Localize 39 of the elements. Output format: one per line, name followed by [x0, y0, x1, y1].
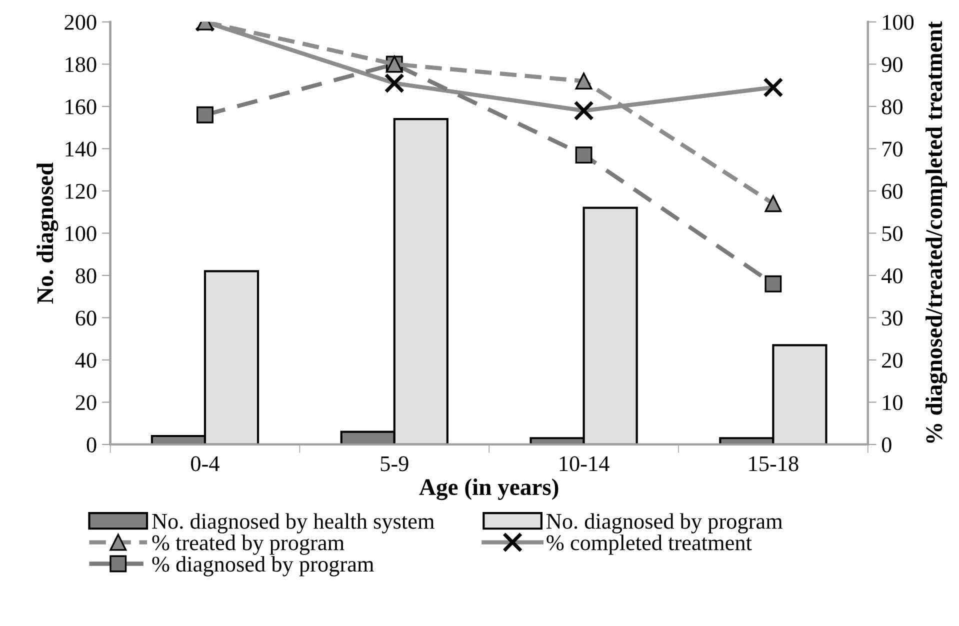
point — [196, 106, 214, 124]
y-tick-label: 140 — [66, 142, 96, 157]
point — [575, 72, 592, 90]
x-axis-title: Age (in years) — [419, 478, 558, 500]
y2-tick-label: 10 — [883, 395, 902, 410]
y2-axis-title: % diagnosed/treated/completed treatment — [926, 21, 948, 443]
y2-tick-label: 60 — [882, 184, 902, 199]
y2-tick-label: 100 — [883, 14, 914, 30]
y-tick-label: 20 — [76, 395, 96, 410]
point — [575, 146, 592, 164]
x-tick-label: 5-9 — [380, 456, 408, 472]
y2-tick-label: 70 — [882, 142, 902, 157]
x-tick-label: 0-4 — [191, 456, 220, 472]
y-tick-label: 200 — [64, 14, 96, 30]
y-tick-label: 0 — [86, 437, 96, 452]
x-tick-label: 10-14 — [560, 456, 610, 472]
y2-tick-label: 20 — [882, 352, 902, 368]
y2-tick-label: 30 — [882, 310, 902, 326]
y2-tick-label: 50 — [882, 226, 902, 242]
y2-tick-label: 90 — [882, 57, 902, 72]
y2-tick-label: 40 — [882, 268, 902, 284]
y2-tick-label: 0 — [882, 437, 892, 452]
y-tick-label: 100 — [66, 226, 96, 242]
y-tick-label: 180 — [66, 57, 96, 72]
legend-label: No. diagnosed by health system — [152, 513, 434, 534]
y-tick-label: 40 — [75, 352, 96, 368]
legend-label: % completed treatment — [546, 534, 752, 555]
legend-label: % diagnosed by program — [152, 556, 374, 576]
y-axis-title: No. diagnosed — [36, 162, 58, 304]
y2-tick-label: 80 — [882, 99, 902, 114]
legend-label: No. diagnosed by program — [546, 513, 783, 534]
legend-label: % treated by program — [152, 534, 344, 555]
y-tick-label: 120 — [66, 184, 96, 199]
y-tick-label: 80 — [76, 268, 96, 284]
y-tick-label: 160 — [66, 99, 96, 114]
point — [764, 275, 782, 292]
x-tick-label: 15-18 — [749, 456, 798, 472]
point — [764, 195, 782, 212]
y-tick-label: 60 — [76, 310, 96, 326]
